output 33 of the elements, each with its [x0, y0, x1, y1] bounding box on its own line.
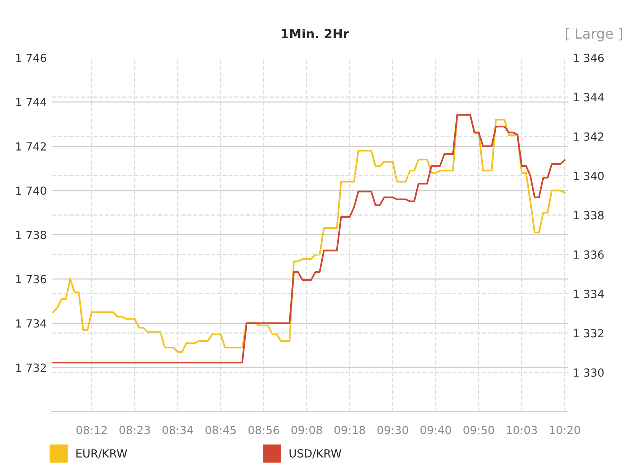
x-tick-label: 10:20	[550, 426, 580, 434]
legend-label: USD/KRW	[290, 449, 342, 459]
y2-tick-label: 1 334	[574, 290, 604, 298]
y-tick-label: 1 732	[16, 364, 46, 372]
x-tick-label: 08:56	[248, 426, 280, 434]
y-tick-label: 1 742	[16, 142, 46, 151]
x-tick-label: 09:40	[420, 426, 452, 434]
x-tick-label: 09:08	[292, 426, 322, 434]
x-tick-label: 08:23	[120, 426, 150, 434]
y2-tick-label: 1 330	[574, 368, 604, 378]
y2-tick-label: 1 346	[574, 54, 604, 62]
x-tick-label: 10:03	[507, 426, 538, 434]
x-tick-label: 09:50	[464, 426, 494, 434]
y2-tick-label: 1 338	[574, 211, 604, 220]
y2-tick-label: 1 340	[574, 172, 604, 180]
x-tick-label: 08:34	[162, 426, 194, 434]
text: [ Large ]	[566, 28, 623, 42]
x-tick-label: 09:30	[378, 426, 408, 434]
y-tick-label: 1 744	[16, 98, 47, 106]
x-tick-label: 08:45	[206, 426, 236, 434]
y2-tick-label: 1 342	[574, 132, 604, 142]
y-tick-label: 1 746	[16, 54, 46, 62]
y-tick-label: 1 740	[16, 186, 46, 196]
y2-tick-label: 1 332	[574, 329, 604, 338]
legend-label: EUR/KRW	[76, 450, 128, 459]
y-tick-label: 1 734	[16, 319, 47, 328]
y2-tick-label: 1 344	[574, 93, 604, 102]
x-tick-label: 08:12	[76, 426, 107, 434]
y-tick-label: 1 738	[16, 230, 46, 240]
y-tick-label: 1 736	[16, 275, 46, 284]
chart-title: 1Min. 2Hr	[282, 28, 350, 38]
x-tick-label: 09:18	[334, 426, 366, 434]
y2-tick-label: 1 336	[574, 250, 604, 260]
